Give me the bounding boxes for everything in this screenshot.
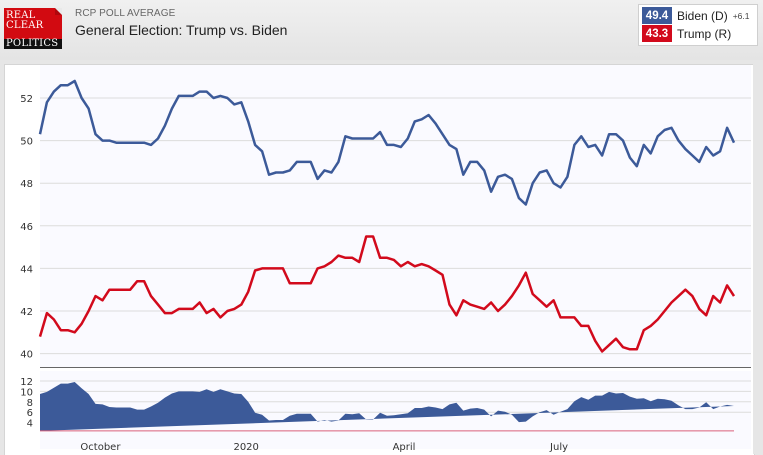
x-axis: October 2020 April July	[80, 442, 568, 453]
logo-text-politics: POLITICS	[6, 38, 59, 49]
x-tick-label: April	[393, 442, 416, 453]
series-line-biden[interactable]	[38, 79, 736, 206]
main-gridlines	[40, 97, 751, 355]
rcp-logo[interactable]: REAL CLEAR POLITICS	[4, 8, 62, 49]
chart-subtitle: RCP POLL AVERAGE	[75, 8, 176, 19]
spread-y-tick-label: 10	[20, 387, 33, 398]
legend-value-trump: 43.3	[642, 25, 672, 42]
legend: 49.4 Biden (D) +6.1 43.3 Trump (R)	[638, 4, 758, 46]
y-tick-label: 44	[20, 264, 33, 275]
logo-fold-corner	[55, 8, 62, 15]
legend-value-biden: 49.4	[642, 7, 672, 24]
legend-name-biden: Biden (D)	[677, 8, 728, 23]
legend-spread: +6.1	[732, 10, 750, 21]
y-tick-label: 40	[20, 350, 33, 361]
y-tick-label: 52	[20, 94, 33, 105]
y-tick-label: 48	[20, 179, 33, 190]
legend-item-biden[interactable]: 49.4 Biden (D) +6.1	[642, 7, 749, 24]
x-tick-label: 2020	[233, 442, 258, 453]
main-y-axis: 40 42 44 46 48 50 52	[20, 94, 33, 361]
plot-background	[40, 65, 751, 367]
spread-y-tick-label: 8	[27, 398, 33, 409]
spread-y-tick-label: 6	[27, 408, 33, 419]
spread-y-tick-label: 4	[27, 419, 33, 430]
logo-text-real: REAL	[6, 10, 36, 21]
scrollbar[interactable]	[753, 64, 763, 454]
legend-item-trump[interactable]: 43.3 Trump (R)	[642, 25, 731, 42]
chart-panel: 40 42 44 46 48 50 52 4 6 8 10 12 October 2020 April J…	[4, 64, 755, 455]
spread-area	[40, 382, 734, 431]
y-tick-label: 50	[20, 137, 33, 148]
logo-black-block	[4, 39, 62, 49]
y-tick-label: 46	[20, 222, 33, 233]
y-tick-label: 42	[20, 307, 33, 318]
logo-text-clear: CLEAR	[6, 20, 44, 31]
legend-name-trump: Trump (R)	[677, 26, 732, 41]
x-tick-label: October	[80, 442, 121, 453]
header: REAL CLEAR POLITICS RCP POLL AVERAGE Gen…	[0, 0, 763, 60]
series-line-trump[interactable]	[38, 235, 736, 353]
x-tick-label: July	[549, 442, 568, 453]
logo-red-block	[4, 8, 62, 39]
spread-y-tick-label: 12	[20, 377, 33, 388]
chart-title: General Election: Trump vs. Biden	[75, 22, 288, 38]
